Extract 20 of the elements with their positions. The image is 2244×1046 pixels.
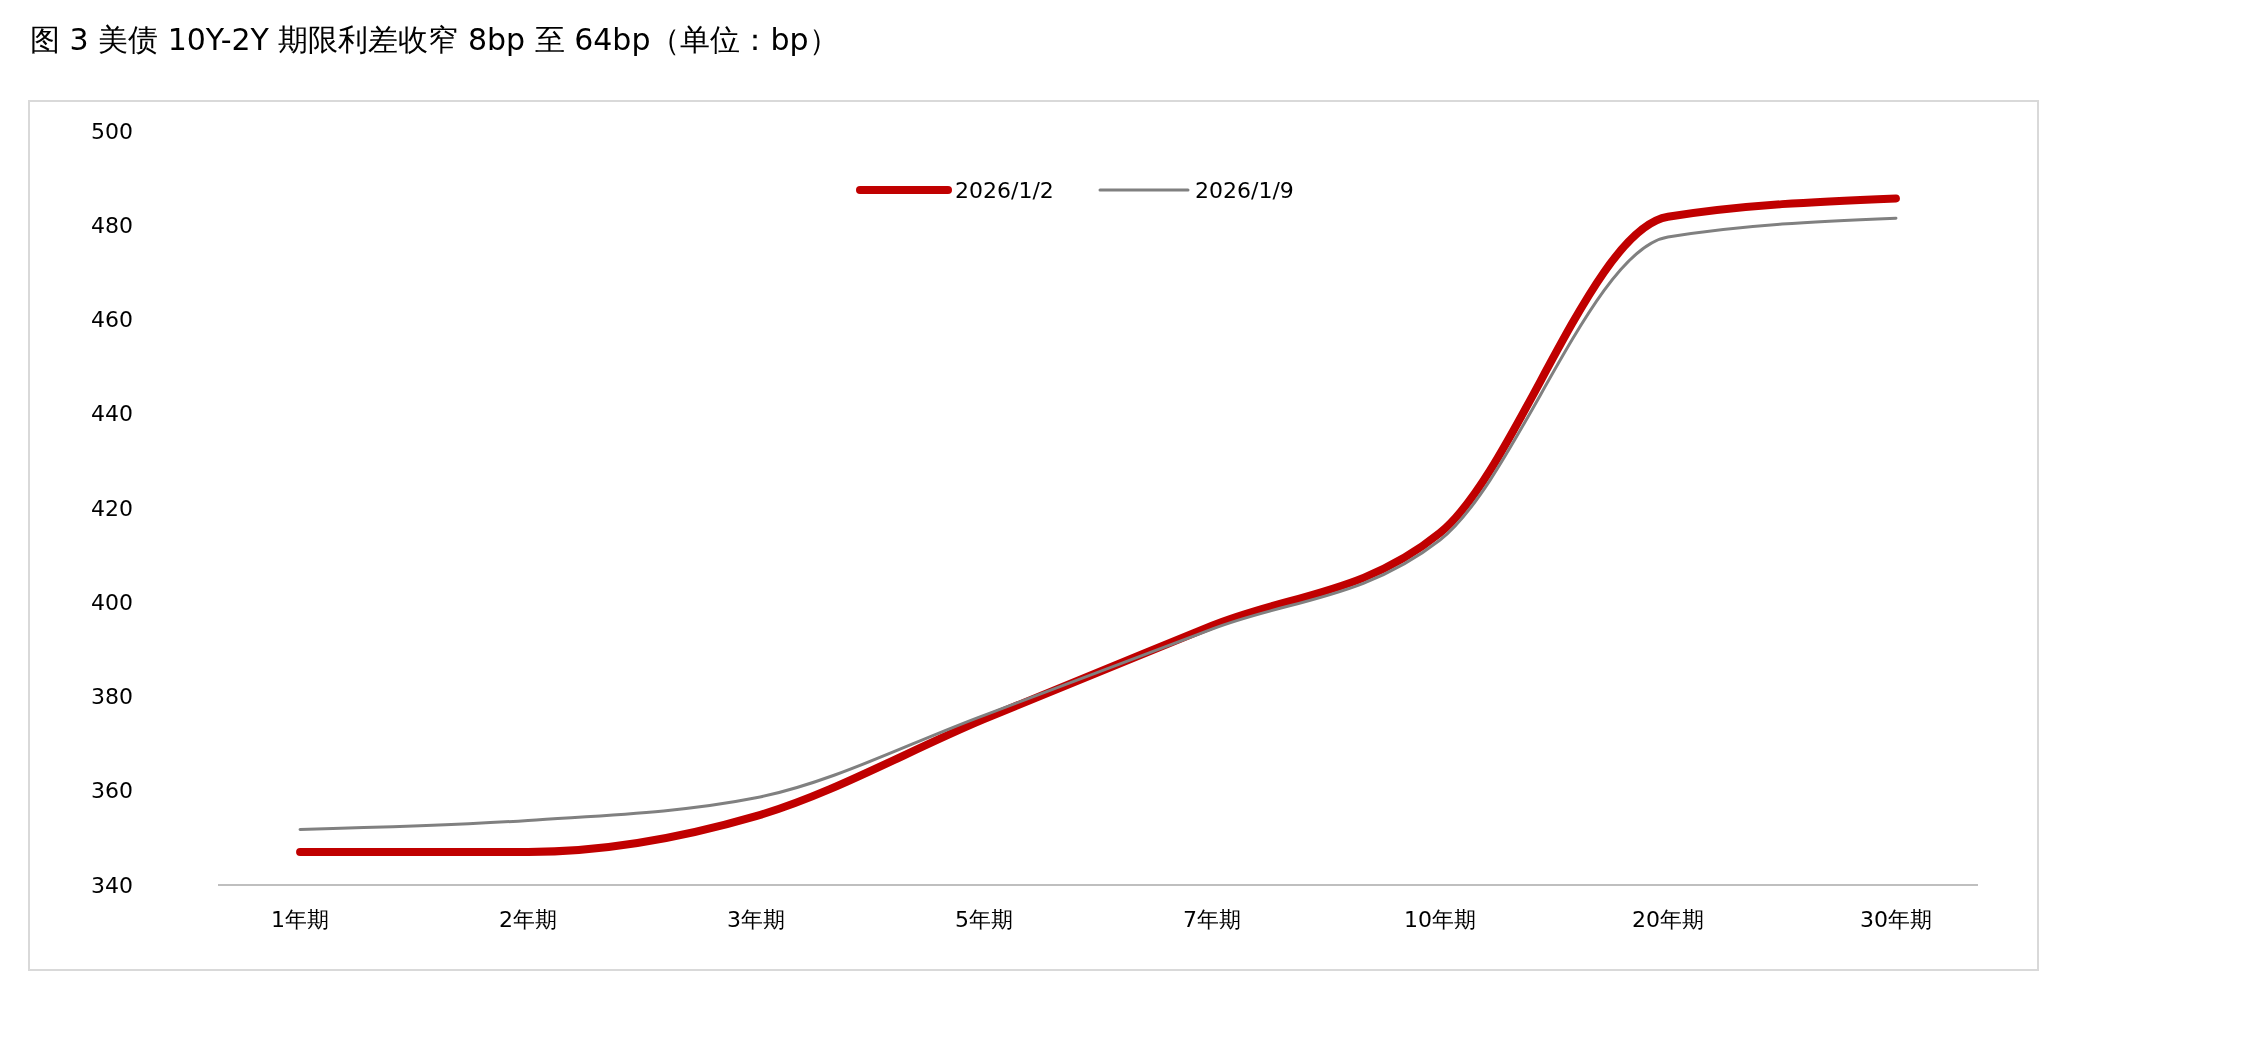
y-tick-label: 360 (91, 778, 133, 804)
x-tick-label: 1年期 (271, 907, 330, 932)
x-tick-label: 3年期 (727, 907, 786, 932)
x-tick-label: 7年期 (1182, 907, 1241, 932)
y-tick-label: 480 (91, 212, 133, 238)
y-tick-label: 420 (91, 495, 133, 521)
chart-title: 图 3 美债 10Y-2Y 期限利差收窄 8bp 至 64bp（单位：bp） (30, 22, 839, 57)
x-tick-label: 30年期 (1859, 907, 1932, 932)
y-tick-label: 460 (91, 307, 133, 333)
x-tick-label: 2年期 (499, 907, 558, 932)
y-tick-label: 440 (91, 401, 133, 427)
y-tick-label: 500 (91, 118, 133, 144)
y-tick-label: 380 (91, 684, 133, 710)
legend-label: 2026/1/9 (1195, 177, 1294, 203)
x-tick-label: 5年期 (955, 907, 1014, 932)
x-tick-label: 10年期 (1403, 907, 1476, 932)
y-tick-label: 340 (91, 872, 133, 898)
y-tick-label: 400 (91, 589, 133, 615)
x-tick-label: 20年期 (1631, 907, 1704, 932)
legend-label: 2026/1/2 (955, 177, 1054, 203)
